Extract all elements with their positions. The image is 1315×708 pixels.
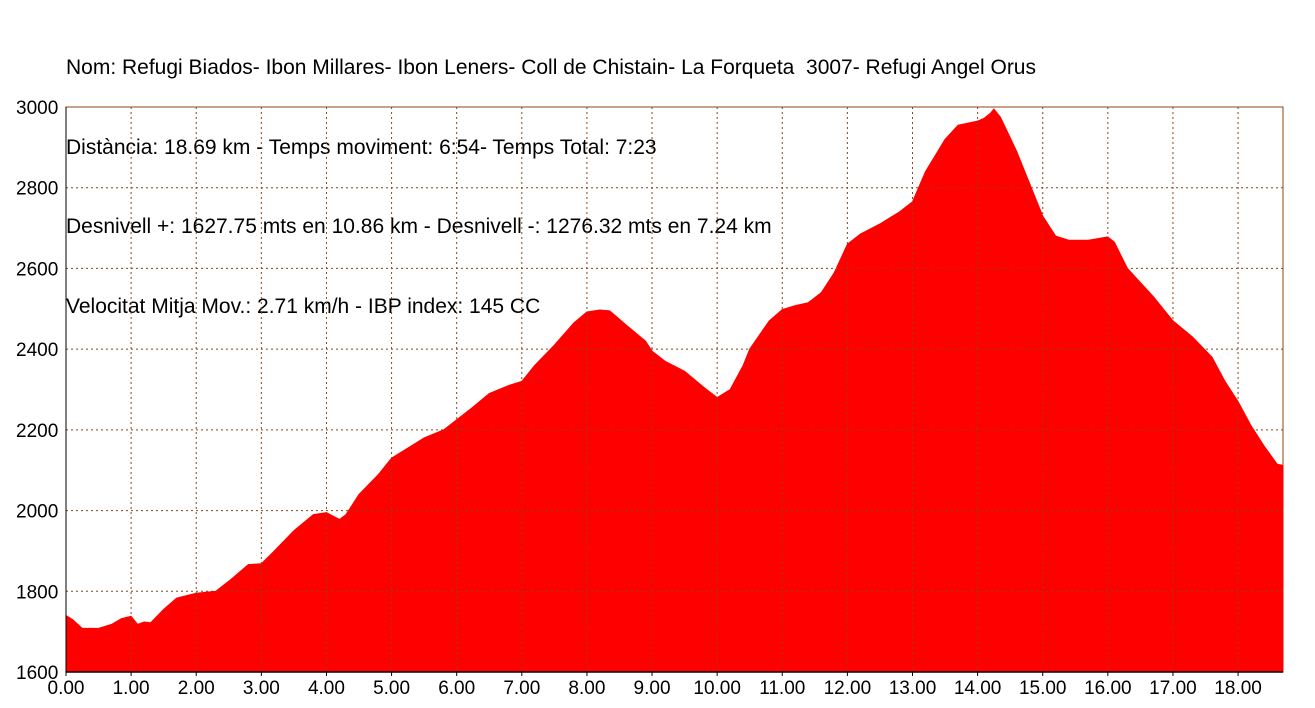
x-tick-label: 18.00: [1214, 678, 1262, 699]
y-tick-label: 3000: [16, 98, 58, 119]
x-tick-label: 1.00: [113, 678, 150, 699]
x-tick-label: 10.00: [693, 678, 741, 699]
y-tick-label: 2400: [16, 340, 58, 361]
y-tick-label: 2200: [16, 421, 58, 442]
elevation-area: [66, 109, 1283, 672]
x-tick-label: 2.00: [178, 678, 215, 699]
x-tick-label: 8.00: [568, 678, 605, 699]
y-tick-label: 2600: [16, 259, 58, 280]
x-tick-label: 9.00: [634, 678, 671, 699]
x-tick-label: 11.00: [759, 678, 805, 699]
x-tick-label: 15.00: [1019, 678, 1067, 699]
x-tick-label: 7.00: [503, 678, 540, 699]
x-tick-label: 5.00: [373, 678, 410, 699]
x-tick-label: 16.00: [1084, 678, 1132, 699]
x-tick-label: 13.00: [889, 678, 937, 699]
x-tick-label: 4.00: [308, 678, 345, 699]
y-tick-label: 1800: [16, 582, 58, 603]
x-tick-label: 17.00: [1149, 678, 1197, 699]
x-tick-label: 12.00: [824, 678, 872, 699]
y-tick-label: 2000: [16, 502, 58, 523]
x-tick-label: 6.00: [438, 678, 475, 699]
x-tick-label: 3.00: [243, 678, 280, 699]
y-tick-label: 1600: [16, 663, 58, 684]
x-tick-label: 14.00: [954, 678, 1002, 699]
y-tick-label: 2800: [16, 179, 58, 200]
